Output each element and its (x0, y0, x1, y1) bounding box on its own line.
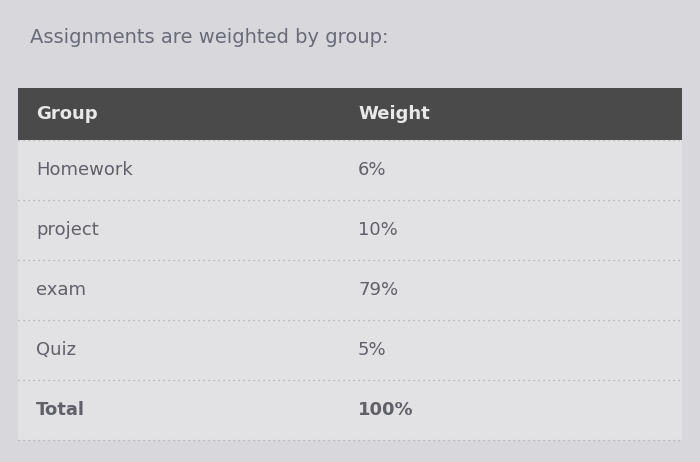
Bar (18, 320, 682, 380)
Bar (18, 200, 682, 260)
Bar (18, 260, 682, 320)
Text: 6%: 6% (358, 161, 386, 179)
Text: Assignments are weighted by group:: Assignments are weighted by group: (30, 28, 389, 47)
Bar (18, 380, 682, 440)
Text: Homework: Homework (36, 161, 133, 179)
Text: exam: exam (36, 281, 86, 299)
Bar (18, 88, 682, 140)
Bar (18, 140, 682, 200)
Text: 79%: 79% (358, 281, 398, 299)
Text: 5%: 5% (358, 341, 386, 359)
Text: 100%: 100% (358, 401, 414, 419)
Text: Weight: Weight (358, 105, 430, 123)
Text: project: project (36, 221, 99, 239)
Text: Quiz: Quiz (36, 341, 76, 359)
Text: Total: Total (36, 401, 85, 419)
Text: 10%: 10% (358, 221, 398, 239)
Text: Group: Group (36, 105, 97, 123)
